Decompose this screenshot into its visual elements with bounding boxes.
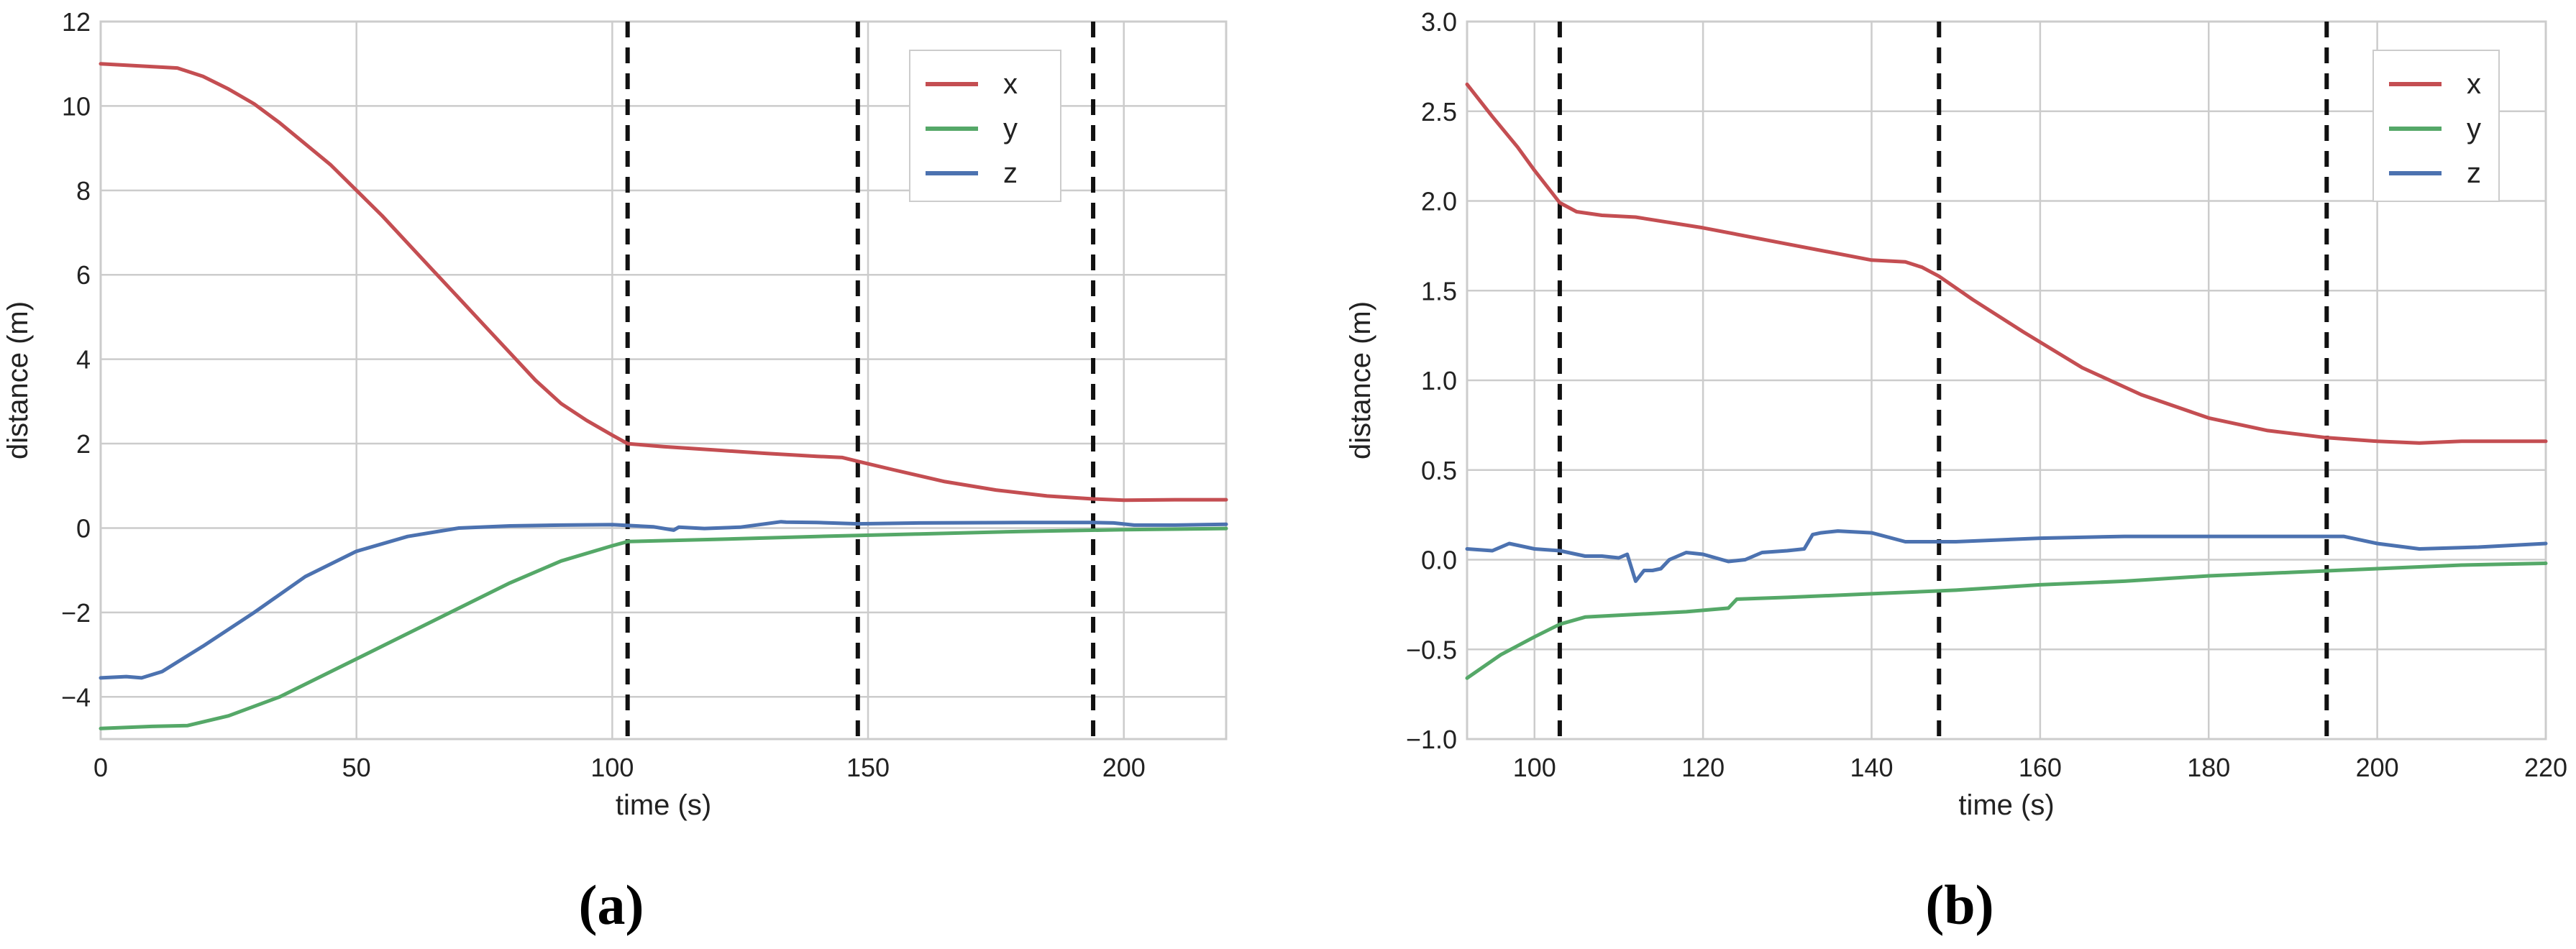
y-tick-label: 1.0 [1421, 366, 1457, 395]
series-line-y [99, 526, 1228, 730]
y-tick-label: 6 [76, 260, 91, 290]
y-axis-label: distance (m) [1345, 301, 1376, 459]
x-tick-label: 220 [2524, 753, 2567, 782]
y-tick-label: 2.5 [1421, 97, 1457, 127]
x-tick-label: 50 [342, 753, 371, 782]
legend: xyz [2372, 50, 2500, 202]
x-tick-label: 150 [846, 753, 890, 782]
y-tick-label: 2 [76, 429, 91, 459]
y-tick-label: −4 [61, 682, 91, 712]
y-tick-label: 2.0 [1421, 187, 1457, 216]
y-tick-label: 12 [62, 7, 91, 37]
y-axis-label: distance (m) [2, 301, 34, 459]
plot-frame [1466, 20, 2547, 741]
series-line-z [1465, 529, 2548, 583]
series-line-x [99, 62, 1228, 503]
x-tick-label: 100 [590, 753, 634, 782]
legend-label-y: y [2467, 113, 2481, 145]
y-tick-label: −1.0 [1406, 725, 1457, 754]
y-tick-label: 0 [76, 513, 91, 543]
x-tick-label: 100 [1513, 753, 1556, 782]
legend-label-z: z [1003, 157, 1018, 189]
plot-frame [99, 20, 1228, 741]
legend-label-y: y [1003, 113, 1018, 145]
subfigure-caption: (b) [1925, 874, 1993, 936]
y-tick-label: −0.5 [1406, 635, 1457, 664]
y-tick-label: 0.5 [1421, 456, 1457, 485]
chart-a: 0 50 100 150 200 −4 −2 0 2 4 6 8 10 12 time (s) distanc… [2, 7, 1228, 936]
y-tick-label: 1.5 [1421, 276, 1457, 306]
y-tick-label: 4 [76, 345, 91, 375]
y-tick-label: 3.0 [1421, 7, 1457, 37]
x-tick-label: 200 [2356, 753, 2399, 782]
y-tick-label: 0.0 [1421, 546, 1457, 575]
x-tick-label: 160 [2019, 753, 2062, 782]
series-line-z [99, 520, 1228, 680]
series-line-y [1465, 561, 2548, 680]
x-axis-label: time (s) [1958, 789, 2054, 821]
subfigure-caption: (a) [579, 874, 644, 936]
y-tick-label: −2 [61, 598, 91, 628]
x-tick-label: 0 [93, 753, 108, 782]
y-tick-label: 8 [76, 176, 91, 206]
series-line-x [1465, 82, 2548, 445]
x-tick-label: 200 [1102, 753, 1146, 782]
legend-box [2372, 50, 2500, 202]
legend-label-x: x [2467, 68, 2481, 100]
y-tick-label: 10 [62, 91, 91, 121]
x-tick-label: 180 [2187, 753, 2230, 782]
legend-label-z: z [2467, 157, 2481, 189]
x-tick-label: 120 [1681, 753, 1725, 782]
x-tick-label: 140 [1850, 753, 1893, 782]
legend: xyz [909, 50, 1061, 202]
legend-box [909, 50, 1061, 202]
chart-b: 100 120 140 160 180 200 220 −1.0 −0.5 0.0 0.5 1.0 1.… [1345, 7, 2567, 936]
legend-label-x: x [1003, 68, 1018, 100]
x-axis-label: time (s) [616, 789, 711, 821]
